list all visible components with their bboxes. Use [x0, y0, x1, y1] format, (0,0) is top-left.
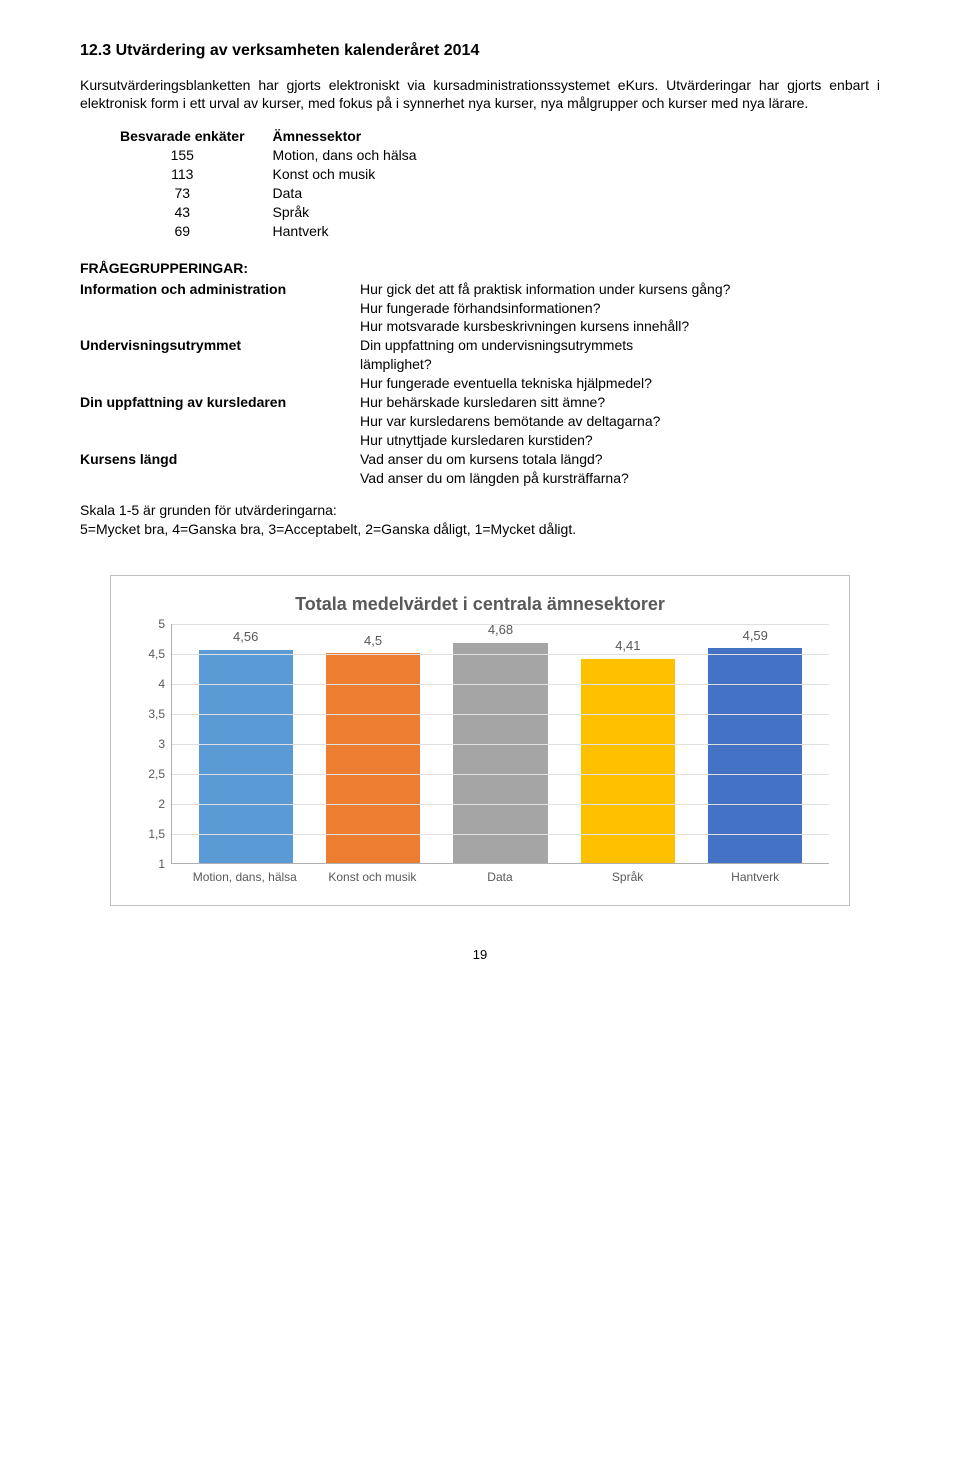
x-axis-label: Motion, dans, hälsa [184, 870, 305, 884]
bar-value-label: 4,41 [615, 637, 640, 655]
bar-value-label: 4,59 [743, 627, 768, 645]
bar [453, 643, 547, 864]
x-axis-label: Data [439, 870, 560, 884]
cell-count: 69 [120, 222, 273, 241]
gridline [172, 804, 829, 805]
x-axis-label: Språk [567, 870, 688, 884]
plot-region: 4,56 4,5 4,68 4,41 4,59 [171, 624, 829, 864]
x-axis-labels: Motion, dans, hälsa Konst och musik Data Sp… [171, 864, 829, 884]
cell-count: 73 [120, 184, 273, 203]
question-line: Hur fungerade eventuella tekniska hjälpm… [360, 374, 730, 393]
question-groups-title: FRÅGEGRUPPERINGAR: [80, 259, 880, 278]
table-row: 69Hantverk [120, 222, 445, 241]
gridline [172, 714, 829, 715]
bar [708, 648, 802, 863]
bar-wrap: 4,56 [185, 628, 306, 863]
question-line: Hur fungerade förhandsinformationen? [360, 299, 730, 318]
col-header-sector: Ämnessektor [273, 127, 445, 146]
question-groups-table: Information och administration Hur gick … [80, 280, 730, 488]
y-axis: 54,543,532,521,51 [131, 624, 171, 864]
chart-title: Totala medelvärdet i centrala ämnesektor… [131, 592, 829, 616]
table-row: 113Konst och musik [120, 165, 445, 184]
group-label: Din uppfattning av kursledaren [80, 393, 360, 450]
table-row: 155Motion, dans och hälsa [120, 146, 445, 165]
cell-sector: Motion, dans och hälsa [273, 146, 445, 165]
cell-count: 155 [120, 146, 273, 165]
chart-plot-area: 54,543,532,521,51 4,564,54,684,414,59 [131, 624, 829, 864]
group-questions: Hur behärskade kursledaren sitt ämne? Hu… [360, 393, 730, 450]
group-label: Kursens längd [80, 450, 360, 488]
gridline [172, 624, 829, 625]
scale-note-line: 5=Mycket bra, 4=Ganska bra, 3=Acceptabel… [80, 520, 880, 539]
cell-sector: Hantverk [273, 222, 445, 241]
y-tick-label: 3 [158, 736, 165, 752]
y-tick-label: 4,5 [148, 646, 165, 662]
page-heading: 12.3 Utvärdering av verksamheten kalende… [80, 40, 880, 62]
cell-count: 113 [120, 165, 273, 184]
question-line: Hur behärskade kursledaren sitt ämne? [360, 393, 730, 412]
y-tick-label: 2,5 [148, 766, 165, 782]
table-row: 43Språk [120, 203, 445, 222]
question-line: lämplighet? [360, 355, 730, 374]
bar-wrap: 4,68 [440, 621, 561, 863]
group-questions: Vad anser du om kursens totala längd? Va… [360, 450, 730, 488]
gridline [172, 774, 829, 775]
y-tick-label: 3,5 [148, 706, 165, 722]
table-row: 73Data [120, 184, 445, 203]
question-line: Hur gick det att få praktisk information… [360, 280, 730, 299]
survey-table-wrap: Besvarade enkäter Ämnessektor 155Motion,… [120, 127, 880, 240]
bar-wrap: 4,41 [567, 637, 688, 863]
y-tick-label: 4 [158, 676, 165, 692]
bar-wrap: 4,59 [695, 627, 816, 864]
y-tick-label: 1 [158, 856, 165, 872]
cell-count: 43 [120, 203, 273, 222]
x-axis-label: Konst och musik [312, 870, 433, 884]
intro-paragraph: Kursutvärderingsblanketten har gjorts el… [80, 76, 880, 114]
y-tick-label: 5 [158, 616, 165, 632]
cell-sector: Data [273, 184, 445, 203]
group-questions: Din uppfattning om undervisningsutrymmet… [360, 336, 730, 393]
bar-value-label: 4,56 [233, 628, 258, 646]
question-line: Hur utnyttjade kursledaren kurstiden? [360, 431, 730, 450]
x-axis-label: Hantverk [695, 870, 816, 884]
gridline [172, 834, 829, 835]
group-label: Undervisningsutrymmet [80, 336, 360, 393]
col-header-count: Besvarade enkäter [120, 127, 273, 146]
group-questions: Hur gick det att få praktisk information… [360, 280, 730, 337]
scale-note: Skala 1-5 är grunden för utvärderingarna… [80, 501, 880, 539]
page-number: 19 [80, 946, 880, 964]
gridline [172, 654, 829, 655]
cell-sector: Konst och musik [273, 165, 445, 184]
question-line: Din uppfattning om undervisningsutrymmet… [360, 336, 730, 355]
bar-value-label: 4,5 [364, 632, 382, 650]
gridline [172, 684, 829, 685]
scale-note-line: Skala 1-5 är grunden för utvärderingarna… [80, 501, 880, 520]
group-label: Information och administration [80, 280, 360, 337]
question-line: Hur motsvarade kursbeskrivningen kursens… [360, 317, 730, 336]
y-tick-label: 1,5 [148, 826, 165, 842]
y-tick-label: 2 [158, 796, 165, 812]
bar [199, 650, 293, 864]
bar-chart: Totala medelvärdet i centrala ämnesektor… [110, 575, 850, 906]
question-line: Vad anser du om kursens totala längd? [360, 450, 730, 469]
gridline [172, 744, 829, 745]
question-line: Vad anser du om längden på kursträffarna… [360, 469, 730, 488]
survey-table: Besvarade enkäter Ämnessektor 155Motion,… [120, 127, 445, 240]
question-line: Hur var kursledarens bemötande av deltag… [360, 412, 730, 431]
cell-sector: Språk [273, 203, 445, 222]
bar-wrap: 4,5 [313, 632, 434, 864]
